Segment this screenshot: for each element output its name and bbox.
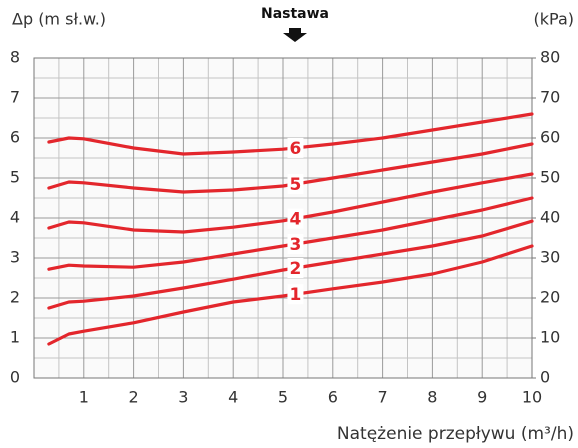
series-label: 6 bbox=[290, 139, 302, 159]
y2-tick-label: 0 bbox=[540, 368, 550, 387]
y-tick-label: 7 bbox=[10, 88, 20, 107]
label-bg bbox=[287, 258, 304, 278]
curve bbox=[47, 196, 534, 271]
y2-tick-label: 40 bbox=[540, 208, 560, 227]
series-label: 2 bbox=[290, 259, 302, 279]
y2-tick-label: 70 bbox=[540, 88, 560, 107]
x-axis-label: Natężenie przepływu (m³/h) bbox=[337, 424, 574, 444]
y-tick-label: 1 bbox=[10, 328, 20, 347]
y-tick-label: 0 bbox=[10, 368, 20, 387]
x-tick-label: 7 bbox=[378, 388, 388, 407]
x-tick-label: 4 bbox=[228, 388, 238, 407]
y2-tick-label: 80 bbox=[540, 48, 560, 67]
x-tick-label: 2 bbox=[129, 388, 139, 407]
y2-tick-label: 30 bbox=[540, 248, 560, 267]
y-tick-label: 2 bbox=[10, 288, 20, 307]
y-tick-label: 8 bbox=[10, 48, 20, 67]
label-bg bbox=[287, 137, 304, 158]
series-label: 1 bbox=[290, 285, 302, 305]
y-tick-label: 5 bbox=[10, 168, 20, 187]
curve bbox=[47, 219, 534, 310]
y-tick-label: 4 bbox=[10, 208, 20, 227]
y2-tick-label: 50 bbox=[540, 168, 560, 187]
label-bg bbox=[287, 208, 304, 229]
label-bg bbox=[287, 174, 304, 194]
x-tick-label: 3 bbox=[178, 388, 188, 407]
curve bbox=[47, 244, 534, 346]
series-label: 5 bbox=[290, 175, 302, 195]
series-label: 3 bbox=[290, 235, 302, 255]
x-tick-label: 1 bbox=[79, 388, 89, 407]
x-tick-label: 8 bbox=[427, 388, 437, 407]
plot-border bbox=[33, 57, 533, 379]
label-bg bbox=[287, 234, 304, 254]
curve bbox=[47, 172, 534, 234]
curve bbox=[47, 112, 534, 156]
label-bg bbox=[287, 284, 304, 305]
x-tick-label: 6 bbox=[328, 388, 338, 407]
series-label: 4 bbox=[290, 210, 302, 230]
annotation: Nastawa bbox=[261, 6, 329, 22]
y-tick-label: 3 bbox=[10, 248, 20, 267]
y2-tick-label: 20 bbox=[540, 288, 560, 307]
y2-tick-label: 60 bbox=[540, 128, 560, 147]
curve bbox=[47, 142, 534, 194]
x-tick-label: 5 bbox=[278, 388, 288, 407]
y-tick-label: 6 bbox=[10, 128, 20, 147]
y2-axis-label: (kPa) bbox=[534, 10, 574, 29]
x-tick-label: 9 bbox=[477, 388, 487, 407]
x-tick-label: 10 bbox=[522, 388, 542, 407]
y-axis-label: Δp (m sł.w.) bbox=[12, 10, 106, 29]
arrow-icon bbox=[283, 28, 307, 42]
y2-tick-label: 10 bbox=[540, 328, 560, 347]
